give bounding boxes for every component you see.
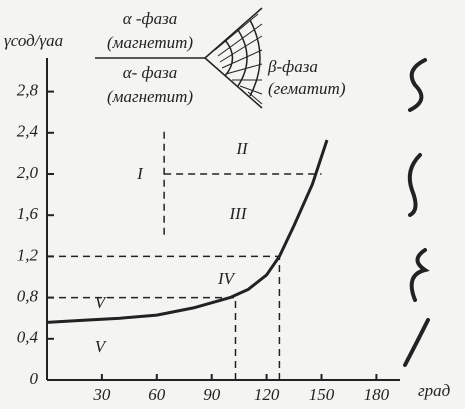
chart: γсод/γаа град 0 0,4 0,8 1,2 1,6 2,0 2,4 2,8 30 60… [0, 0, 465, 409]
phase-label: β-фаза [267, 57, 318, 76]
x-tick-label: 180 [364, 385, 390, 404]
phase-label: (магнетит) [107, 87, 193, 106]
y-tick-label: 2,8 [17, 81, 39, 100]
phase-label: (магнетит) [107, 33, 193, 52]
y-tick-label: 1,6 [17, 204, 39, 223]
region-label: I [136, 164, 144, 183]
region-label: V [95, 293, 108, 312]
x-tick-label: 30 [92, 385, 111, 404]
y-tick-label: 0,4 [17, 328, 39, 347]
region-label: III [229, 204, 248, 223]
x-tick-label: 60 [148, 385, 166, 404]
region-label: IV [217, 269, 237, 288]
y-tick-label: 0 [30, 369, 39, 388]
region-label: V [95, 337, 108, 356]
x-tick-label: 150 [309, 385, 335, 404]
y-tick-label: 2,4 [17, 122, 39, 141]
y-tick-label: 2,0 [17, 163, 39, 182]
region-label: II [235, 139, 249, 158]
y-axis-label: γсод/γаа [4, 31, 63, 50]
phase-label: α -фаза [123, 9, 178, 28]
decoration [405, 60, 428, 365]
x-tick-label: 120 [254, 385, 280, 404]
y-tick-label: 0,8 [17, 287, 39, 306]
curve [47, 140, 327, 322]
phase-label: α- фаза [123, 63, 178, 82]
y-tick-label: 1,2 [17, 245, 39, 264]
x-axis-label: град [418, 381, 451, 400]
phase-label: (гематит) [268, 79, 346, 98]
x-tick-label: 90 [203, 385, 221, 404]
